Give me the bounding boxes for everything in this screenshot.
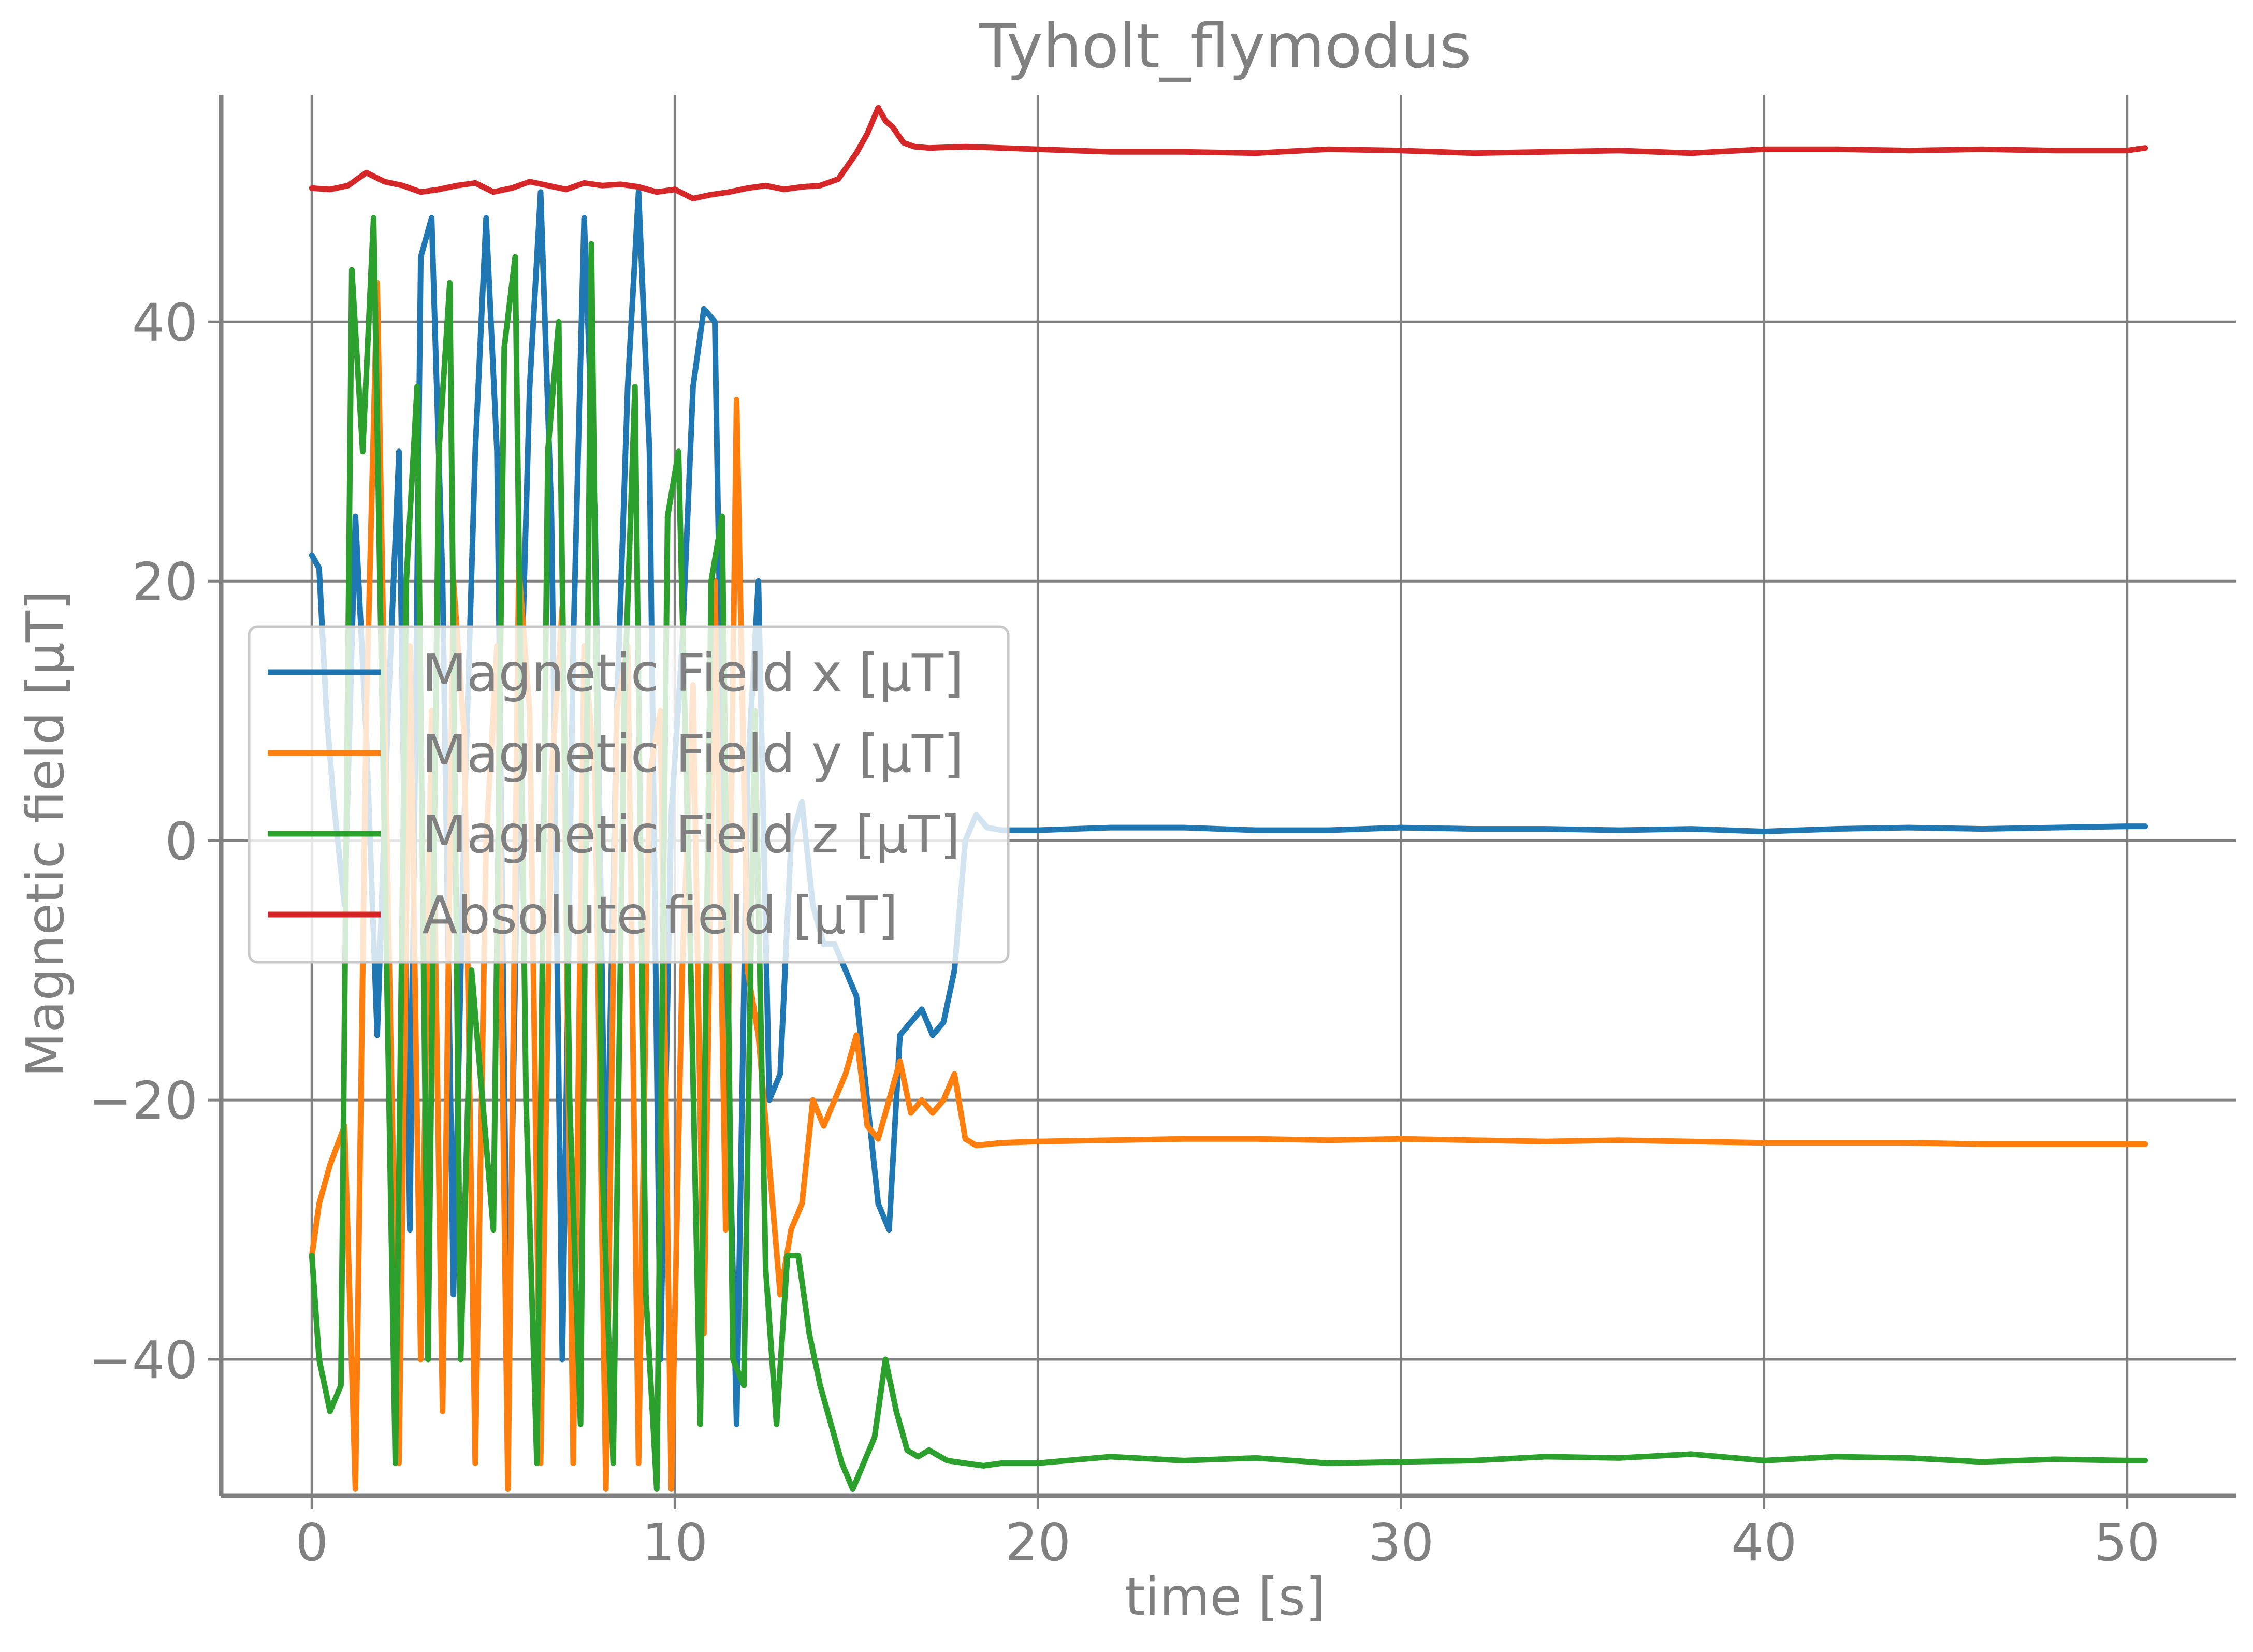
y-tick-label: 0 — [165, 811, 198, 872]
chart-title: Tyholt_flymodus — [978, 10, 1471, 82]
tick-labels: 0 10 20 30 40 50 −40 −20 0 20 40 — [89, 292, 2160, 1573]
legend-label: Absolute field [μT] — [422, 885, 898, 946]
legend-label: Magnetic Field z [μT] — [422, 804, 960, 865]
x-tick-label: 40 — [1731, 1512, 1797, 1573]
legend-label: Magnetic Field y [μT] — [422, 723, 964, 784]
x-tick-label: 30 — [1368, 1512, 1434, 1573]
x-tick-label: 20 — [1005, 1512, 1071, 1573]
legend-box — [248, 625, 1010, 964]
y-tick-label: −20 — [89, 1070, 198, 1131]
series-line-4 — [309, 105, 2148, 201]
x-tick-label: 10 — [642, 1512, 708, 1573]
x-tick-label: 0 — [295, 1512, 328, 1573]
x-axis-label: time [s] — [1125, 1567, 1326, 1627]
legend-label: Magnetic Field x [μT] — [422, 643, 964, 703]
y-tick-label: 40 — [132, 292, 198, 353]
legend-entries: Magnetic Field x [μT] Magnetic Field y [μ… — [268, 643, 964, 946]
y-tick-label: −40 — [89, 1330, 198, 1390]
x-tick-label: 50 — [2094, 1512, 2160, 1573]
legend: Magnetic Field x [μT] Magnetic Field y [μ… — [248, 625, 1010, 964]
tick-marks — [208, 320, 2129, 1509]
y-axis-label: Magnetic field [μT] — [15, 590, 76, 1077]
axes — [219, 95, 2236, 1498]
y-tick-label: 20 — [132, 552, 198, 612]
series-line-3 — [309, 215, 2148, 1492]
